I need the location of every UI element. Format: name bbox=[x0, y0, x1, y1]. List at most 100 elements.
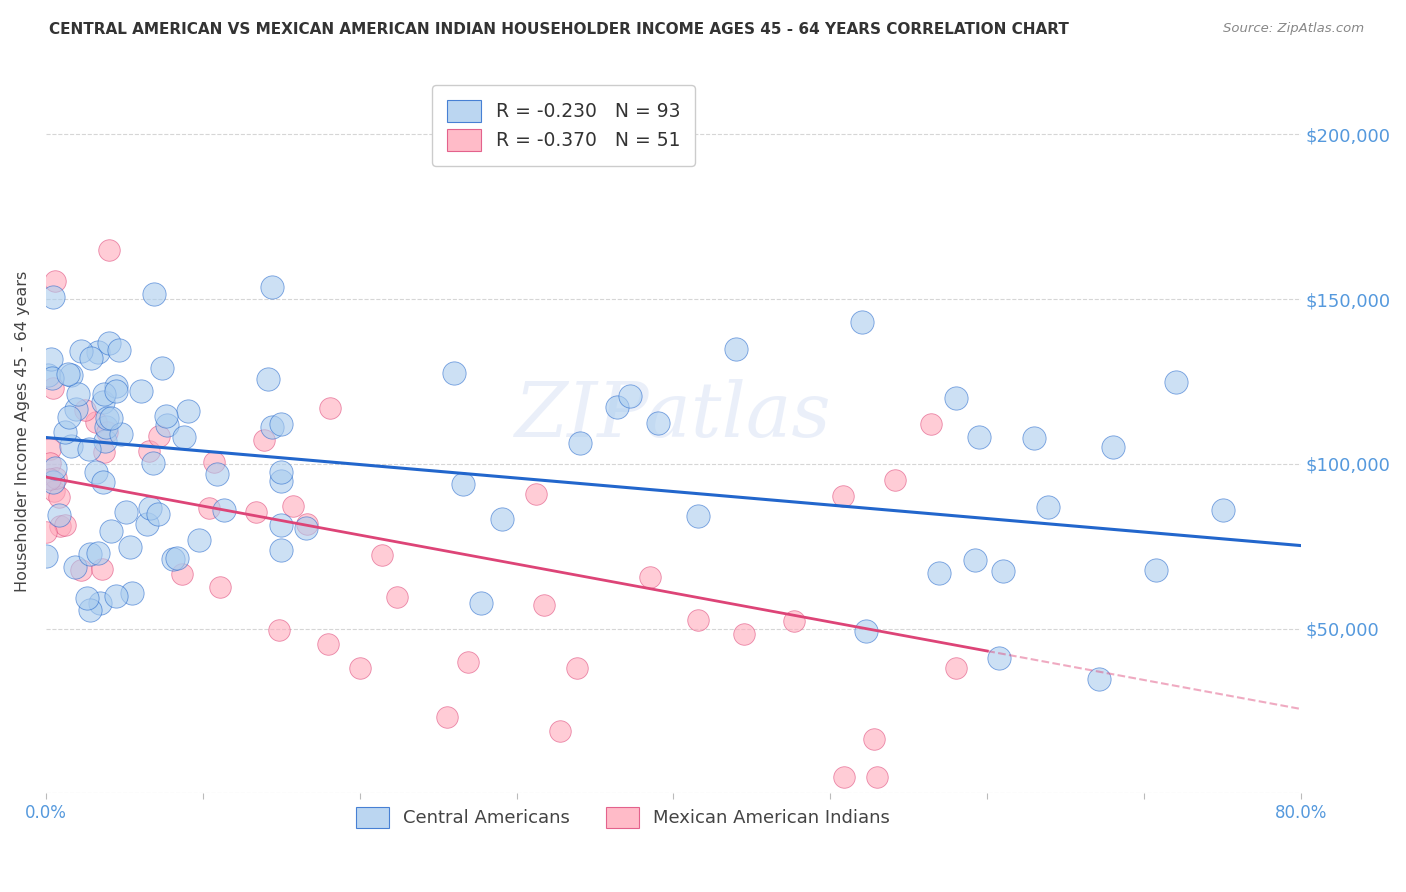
Point bbox=[267, 624, 290, 638]
Point bbox=[725, 342, 748, 356]
Point bbox=[94, 434, 117, 449]
Point bbox=[177, 403, 200, 417]
Point bbox=[457, 656, 479, 670]
Point bbox=[297, 516, 319, 531]
Point bbox=[90, 562, 112, 576]
Point bbox=[42, 483, 65, 498]
Point bbox=[79, 547, 101, 561]
Point bbox=[318, 401, 340, 415]
Point bbox=[733, 627, 755, 641]
Point bbox=[77, 442, 100, 456]
Point bbox=[1164, 375, 1187, 389]
Point bbox=[91, 394, 114, 409]
Point bbox=[619, 389, 641, 403]
Point bbox=[638, 570, 661, 584]
Point bbox=[1038, 500, 1060, 514]
Point bbox=[45, 471, 67, 485]
Point bbox=[295, 521, 318, 535]
Legend: Central Americans, Mexican American Indians: Central Americans, Mexican American Indi… bbox=[349, 800, 897, 835]
Text: CENTRAL AMERICAN VS MEXICAN AMERICAN INDIAN HOUSEHOLDER INCOME AGES 45 - 64 YEAR: CENTRAL AMERICAN VS MEXICAN AMERICAN IND… bbox=[49, 22, 1069, 37]
Point bbox=[371, 548, 394, 562]
Point bbox=[155, 409, 177, 423]
Point bbox=[44, 274, 66, 288]
Point bbox=[453, 477, 475, 491]
Point bbox=[59, 368, 82, 383]
Point bbox=[170, 567, 193, 582]
Point bbox=[436, 709, 458, 723]
Point bbox=[53, 425, 76, 439]
Point bbox=[686, 613, 709, 627]
Point bbox=[93, 445, 115, 459]
Point bbox=[162, 551, 184, 566]
Point bbox=[1024, 430, 1046, 444]
Point bbox=[188, 533, 211, 547]
Point bbox=[60, 439, 83, 453]
Point bbox=[79, 603, 101, 617]
Point bbox=[533, 598, 555, 612]
Point bbox=[98, 335, 121, 350]
Point bbox=[209, 580, 232, 594]
Point bbox=[37, 368, 59, 383]
Point bbox=[782, 614, 804, 628]
Point bbox=[104, 589, 127, 603]
Point bbox=[863, 731, 886, 746]
Point bbox=[104, 379, 127, 393]
Point bbox=[100, 524, 122, 539]
Point bbox=[44, 461, 66, 475]
Point bbox=[851, 315, 873, 329]
Text: ZIPatlas: ZIPatlas bbox=[515, 379, 832, 453]
Point bbox=[965, 553, 987, 567]
Point bbox=[143, 286, 166, 301]
Point bbox=[688, 509, 710, 524]
Point bbox=[245, 505, 267, 519]
Y-axis label: Householder Income Ages 45 - 64 years: Householder Income Ages 45 - 64 years bbox=[15, 270, 30, 591]
Point bbox=[928, 566, 950, 580]
Point bbox=[967, 430, 990, 444]
Point bbox=[988, 651, 1011, 665]
Point bbox=[945, 661, 967, 675]
Point bbox=[69, 564, 91, 578]
Point bbox=[35, 549, 58, 564]
Point bbox=[146, 507, 169, 521]
Point bbox=[120, 540, 142, 554]
Point bbox=[142, 456, 165, 470]
Point bbox=[110, 427, 132, 442]
Point bbox=[443, 367, 465, 381]
Point bbox=[35, 525, 58, 540]
Point bbox=[883, 473, 905, 487]
Point bbox=[166, 550, 188, 565]
Point bbox=[39, 442, 62, 457]
Point bbox=[94, 420, 117, 434]
Point bbox=[48, 490, 70, 504]
Point bbox=[548, 723, 571, 738]
Point bbox=[1212, 503, 1234, 517]
Point bbox=[139, 501, 162, 516]
Point bbox=[49, 519, 72, 533]
Point bbox=[866, 770, 889, 784]
Point bbox=[1088, 672, 1111, 686]
Point bbox=[855, 624, 877, 639]
Point bbox=[1144, 563, 1167, 577]
Point bbox=[89, 596, 111, 610]
Point bbox=[107, 343, 129, 357]
Point bbox=[84, 415, 107, 429]
Point bbox=[207, 467, 229, 481]
Point bbox=[65, 559, 87, 574]
Point bbox=[270, 517, 292, 532]
Point bbox=[283, 499, 305, 513]
Point bbox=[66, 387, 89, 401]
Point bbox=[212, 503, 235, 517]
Point bbox=[470, 596, 492, 610]
Point bbox=[173, 430, 195, 444]
Point bbox=[834, 770, 856, 784]
Point bbox=[202, 455, 225, 469]
Point bbox=[129, 384, 152, 398]
Point bbox=[73, 402, 96, 417]
Point bbox=[138, 443, 160, 458]
Point bbox=[148, 429, 170, 443]
Point bbox=[270, 543, 292, 558]
Point bbox=[156, 417, 179, 432]
Point bbox=[38, 456, 60, 470]
Point bbox=[84, 465, 107, 479]
Point bbox=[920, 417, 942, 431]
